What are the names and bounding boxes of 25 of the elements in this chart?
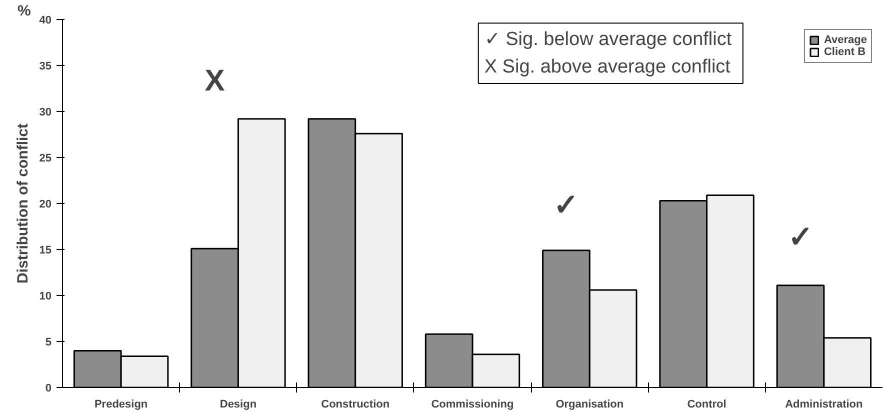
text: % — [18, 2, 31, 20]
legend-label: Client B — [824, 46, 866, 58]
x-tick-label: Predesign — [94, 398, 148, 410]
x-tick-label: Administration — [785, 398, 864, 410]
annotation: X — [204, 64, 225, 98]
y-tick-label: 15 — [39, 244, 52, 256]
x-tick-label: Construction — [321, 398, 390, 410]
y-tick-label: 40 — [39, 14, 52, 26]
annotation: X Sig. above average conflict — [484, 56, 732, 78]
annotation: ✓ — [788, 221, 813, 254]
annotation: ✓ — [554, 188, 579, 222]
x-tick-label: Organisation — [556, 398, 624, 410]
x-tick-label: Design — [220, 398, 257, 410]
y-tick-label: 5 — [45, 336, 52, 348]
y-tick-label: 10 — [39, 290, 52, 302]
annotation: ✓ Sig. below average conflict — [484, 29, 732, 50]
y-tick-label: 25 — [39, 152, 52, 164]
x-tick-label: Commissioning — [431, 398, 514, 410]
y-tick-label: 20 — [39, 198, 52, 210]
y-tick-label: 30 — [39, 106, 52, 118]
x-tick-label: Control — [687, 398, 726, 410]
y-tick-label: 0 — [45, 382, 52, 394]
y-axis-title: Distribution of conflict — [14, 124, 32, 284]
y-tick-label: 35 — [39, 60, 52, 72]
legend-label: Average — [824, 34, 867, 46]
